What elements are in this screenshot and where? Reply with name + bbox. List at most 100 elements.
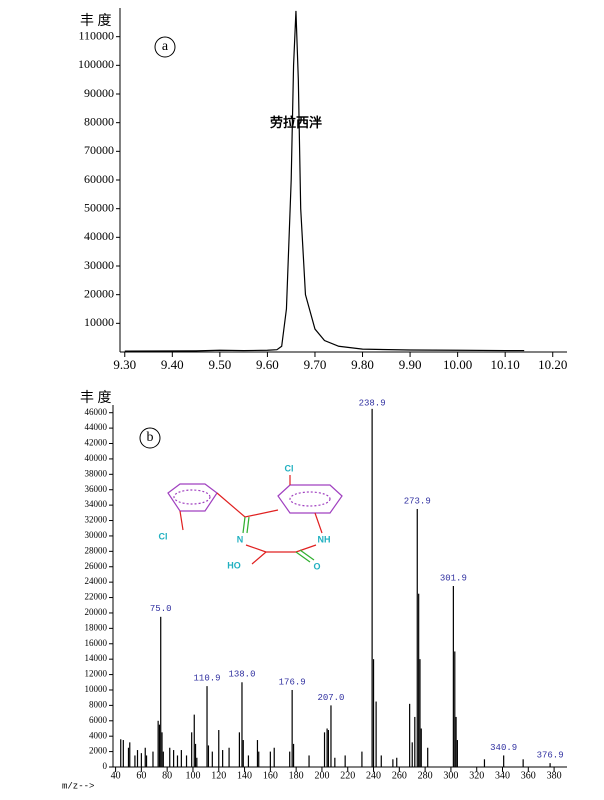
x-tick-label: 340 — [495, 770, 510, 781]
bond — [314, 512, 323, 534]
y-tick-label: 50000 — [84, 200, 114, 214]
y-tick-label: 80000 — [84, 114, 114, 128]
bar — [162, 751, 164, 767]
bar — [242, 740, 244, 767]
bar — [330, 705, 332, 767]
x-tick-label: 320 — [469, 770, 484, 781]
bar — [327, 730, 329, 767]
bar — [427, 747, 429, 767]
x-tick-label: 9.50 — [208, 357, 231, 372]
bar — [522, 759, 524, 767]
bar — [194, 743, 197, 767]
bond — [295, 551, 311, 563]
panel-label: a — [162, 39, 169, 54]
x-tick-label: 260 — [392, 770, 407, 781]
x-tick-label: 120 — [211, 770, 226, 781]
bar — [456, 740, 458, 767]
structure-label: NH — [318, 534, 331, 544]
x-tick-label: 240 — [366, 770, 381, 781]
y-tick-label: 14000 — [85, 653, 108, 663]
bar — [120, 739, 122, 767]
bar — [289, 751, 291, 767]
y-tick-label: 0 — [103, 761, 108, 771]
peak-label: 176.9 — [279, 677, 306, 687]
x-tick-label: 220 — [340, 770, 355, 781]
panel-label: b — [147, 430, 154, 445]
bar — [549, 763, 551, 767]
bar — [411, 742, 413, 767]
structure-label: Cl — [159, 531, 168, 541]
bar — [269, 751, 271, 767]
bar — [292, 743, 295, 767]
bar — [454, 651, 456, 767]
peak-label: 207.0 — [317, 693, 344, 703]
bar — [207, 745, 210, 767]
y-tick-label: 6000 — [89, 715, 108, 725]
bar — [375, 701, 377, 767]
y-axis-label: 丰 度 — [80, 13, 112, 29]
bar — [396, 757, 398, 767]
y-tick-label: 10000 — [84, 315, 114, 329]
panel-circle — [139, 427, 161, 449]
peak-label: 273.9 — [404, 496, 431, 506]
y-tick-label: 70000 — [84, 143, 114, 157]
x-tick-label: 80 — [162, 770, 172, 781]
bar — [414, 716, 416, 767]
x-tick-label: 9.30 — [113, 357, 136, 372]
bar — [173, 750, 175, 767]
y-tick-label: 16000 — [85, 638, 108, 648]
peak-label: 75.0 — [150, 604, 172, 614]
bar — [145, 755, 148, 767]
bar — [372, 659, 375, 767]
bar — [326, 728, 328, 767]
bar — [344, 755, 346, 767]
bar — [157, 720, 159, 767]
bar — [419, 659, 421, 767]
ring-inner — [173, 489, 211, 505]
bar — [334, 757, 336, 767]
x-tick-label: 9.70 — [304, 357, 327, 372]
bar — [323, 732, 326, 767]
y-tick-label: 20000 — [84, 286, 114, 300]
y-tick-label: 20000 — [85, 607, 108, 617]
x-tick-label: 10.20 — [538, 357, 567, 372]
bar — [273, 747, 275, 767]
bond — [242, 516, 246, 534]
bar — [455, 716, 457, 767]
panel-circle — [154, 36, 176, 58]
x-tick-label: 9.40 — [161, 357, 184, 372]
bar — [176, 755, 179, 767]
bar — [169, 747, 171, 767]
y-tick-label: 38000 — [85, 468, 108, 478]
x-tick-label: 200 — [314, 770, 329, 781]
x-tick-label: 40 — [111, 770, 121, 781]
y-tick-label: 4000 — [89, 730, 108, 740]
y-tick-label: 46000 — [85, 407, 108, 417]
x-tick-label: 100 — [185, 770, 200, 781]
bar — [191, 732, 193, 767]
x-tick-label: 280 — [418, 770, 433, 781]
y-tick-label: 26000 — [85, 561, 108, 571]
y-tick-label: 18000 — [85, 622, 108, 632]
bar — [196, 757, 198, 767]
bar — [129, 742, 131, 767]
bar — [258, 751, 260, 767]
bar — [161, 732, 163, 767]
y-tick-label: 36000 — [85, 484, 108, 494]
bar — [256, 740, 259, 767]
peak-label: 238.9 — [359, 398, 386, 408]
bar — [136, 750, 139, 767]
x-tick-label: 10.10 — [491, 357, 520, 372]
bar — [452, 586, 454, 767]
x-tick-label: 60 — [136, 770, 146, 781]
y-tick-label: 60000 — [84, 172, 114, 186]
y-tick-label: 40000 — [85, 453, 108, 463]
bar — [503, 755, 505, 767]
bond — [246, 516, 250, 534]
bar — [144, 747, 146, 767]
structure — [167, 475, 343, 565]
bar — [361, 751, 363, 767]
x-tick-label: 180 — [289, 770, 304, 781]
x-tick-label: 140 — [237, 770, 252, 781]
